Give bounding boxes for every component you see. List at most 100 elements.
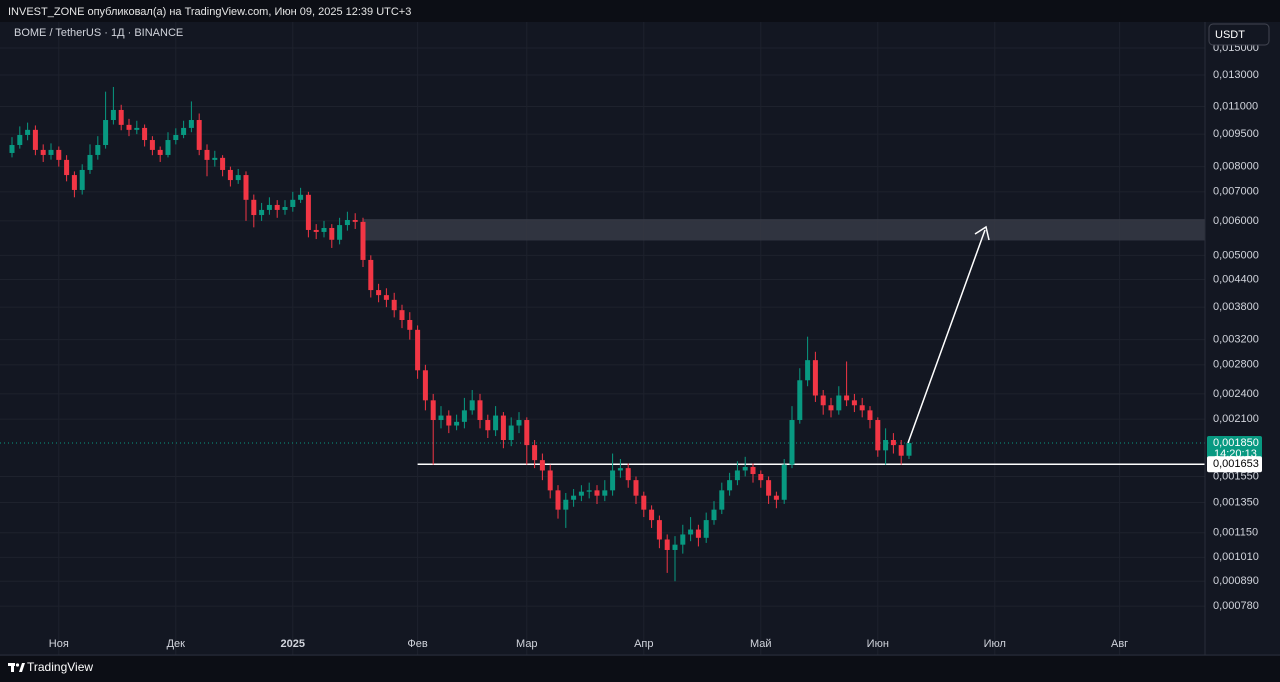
candle-body (875, 420, 881, 451)
axis-labels: 0,0150000,0130000,0110000,0095000,008000… (49, 42, 1262, 650)
candle-body (485, 420, 491, 431)
candle-body (851, 400, 857, 406)
candle-body (688, 529, 694, 535)
currency[interactable]: USDT (1215, 29, 1245, 41)
candle-body (610, 470, 616, 491)
candle-body (461, 410, 467, 422)
arrow (907, 229, 986, 444)
candle-body (32, 129, 38, 150)
x-tick-label: 2025 (281, 638, 305, 650)
candle-body (641, 495, 647, 510)
candle-body (586, 490, 592, 492)
candle-body (805, 360, 811, 381)
candle-body (290, 199, 296, 207)
candle-body (695, 529, 701, 538)
y-tick-label: 0,000780 (1213, 600, 1259, 612)
candle-body (812, 360, 818, 396)
candle-body (727, 480, 733, 491)
x-tick-label: Апр (634, 638, 653, 650)
candle-body (344, 219, 350, 226)
candle-body (758, 474, 764, 481)
last-price-label: 0,001850 (1213, 437, 1259, 449)
candle-body (282, 206, 288, 210)
candle-body (118, 109, 124, 125)
currency-button[interactable] (1208, 23, 1270, 46)
last-price-box (1207, 436, 1262, 463)
y-tick-label: 0,013000 (1213, 69, 1259, 81)
logo-part (15, 663, 20, 667)
y-tick-label: 0,002100 (1213, 413, 1259, 425)
header-bar (0, 0, 1280, 22)
candle-body (898, 445, 904, 456)
candle-body (734, 470, 740, 481)
x-tick-label: Июл (984, 638, 1006, 650)
y-tick-label: 0,002400 (1213, 388, 1259, 400)
candle-body (259, 209, 265, 216)
candle-body (95, 145, 101, 155)
candle-body (313, 229, 319, 232)
candle-body (594, 490, 600, 496)
candle-body (79, 169, 85, 190)
y-tick-label: 0,008000 (1213, 161, 1259, 173)
candle-body (500, 415, 506, 441)
candle-body (188, 120, 194, 128)
candle-body (633, 480, 639, 496)
candle-body (469, 400, 475, 411)
candle-body (243, 175, 249, 200)
candle-body (828, 405, 834, 411)
candle-body (508, 425, 514, 441)
x-tick-label: Дек (167, 638, 186, 650)
grid (0, 22, 1205, 655)
symbol-title: BOME / TetherUS · 1Д · BINANCE (14, 27, 183, 39)
candle-body (329, 227, 335, 240)
candle-body (415, 329, 421, 371)
candle-body (820, 395, 826, 406)
candle-body (399, 310, 405, 321)
y-tick-label: 0,001550 (1213, 470, 1259, 482)
candle-body (454, 421, 460, 426)
level-box (1207, 456, 1262, 473)
candle-body (368, 259, 374, 291)
logo-part (11, 663, 14, 672)
candle-body (305, 194, 311, 230)
candle-body (321, 227, 327, 232)
candle-body (251, 199, 257, 216)
candle-body (532, 445, 538, 461)
y-tick-label: 0,001350 (1213, 496, 1259, 508)
candle-body (493, 415, 499, 431)
candle-body (906, 443, 912, 456)
candle-body (578, 491, 584, 496)
candle-body (844, 395, 850, 401)
candle-body (220, 157, 226, 170)
candle-body (438, 415, 444, 421)
candle-body (391, 299, 397, 311)
x-tick-label: Фев (407, 638, 427, 650)
candle-body (25, 129, 31, 135)
x-tick-label: Мар (516, 638, 538, 650)
candle-body (446, 415, 452, 426)
candle-body (742, 466, 748, 471)
candle-body (134, 127, 140, 130)
candle-body (64, 159, 70, 176)
candle-body (274, 204, 280, 210)
candle-body (563, 499, 569, 510)
candle-body (750, 466, 756, 475)
candle-body (337, 225, 343, 240)
y-tick-label: 0,011000 (1213, 100, 1258, 112)
price-zone (363, 219, 1205, 241)
candle-body (547, 470, 553, 491)
y-tick-label: 0,002800 (1213, 359, 1259, 371)
marks (0, 86, 1205, 582)
candle-body (266, 204, 272, 210)
candle-body (383, 295, 389, 300)
candle-body (422, 370, 428, 401)
candle-body (212, 157, 218, 160)
candle-body (149, 140, 155, 150)
candle-body (789, 420, 795, 465)
candle-body (516, 420, 522, 426)
candle-body (110, 109, 116, 121)
candle-body (227, 169, 233, 181)
candle-body (48, 149, 54, 155)
